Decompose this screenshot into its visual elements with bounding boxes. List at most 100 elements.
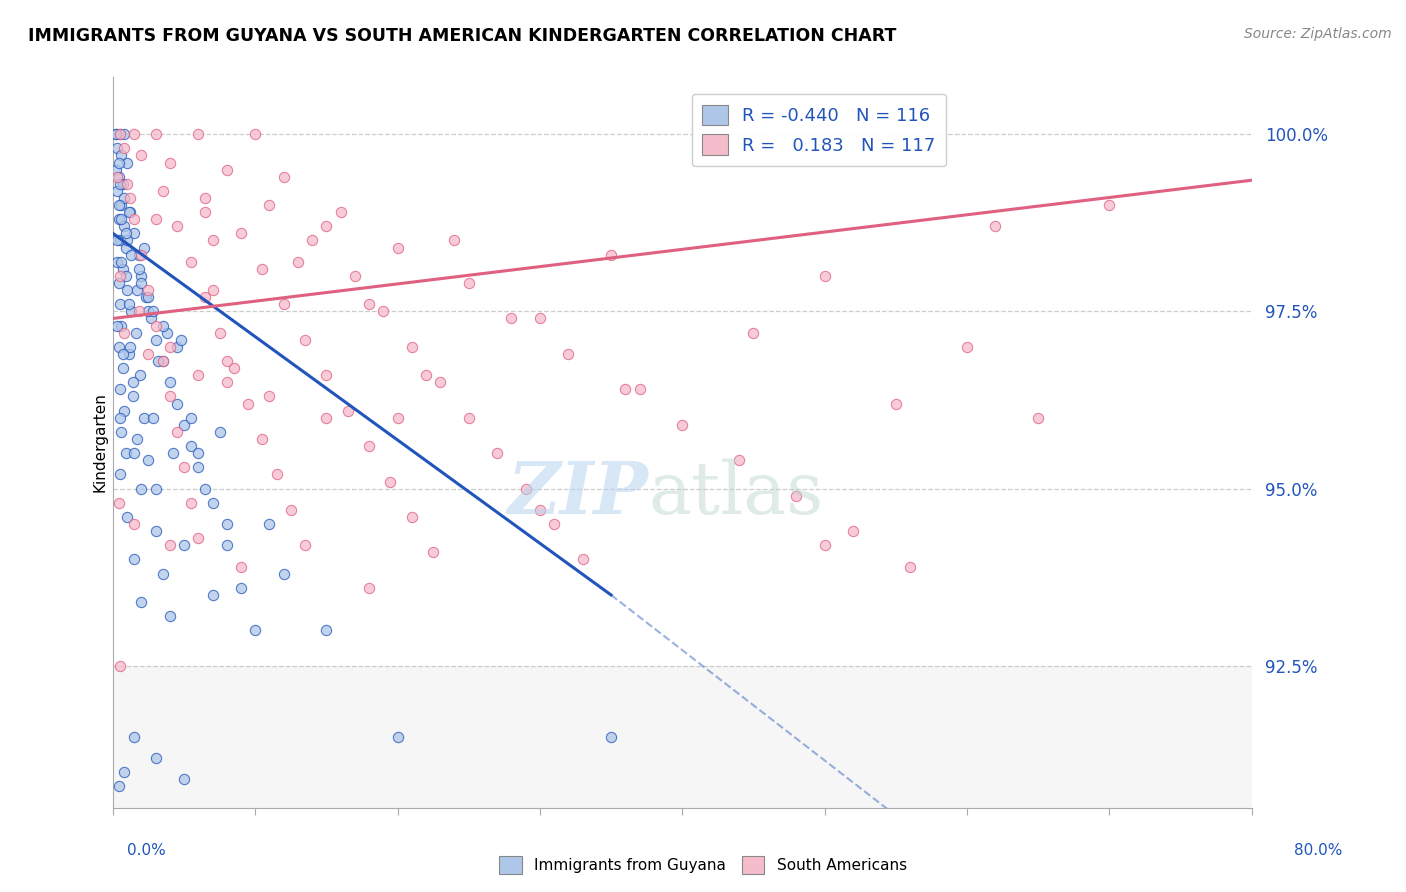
Point <box>387 730 409 744</box>
Point <box>294 538 316 552</box>
Point <box>359 439 381 453</box>
Point <box>122 552 145 566</box>
Point <box>842 524 865 538</box>
Point <box>671 417 693 432</box>
Point <box>187 446 209 460</box>
Point <box>222 361 245 376</box>
Point <box>104 127 127 141</box>
Point <box>145 212 167 227</box>
Point <box>529 311 551 326</box>
Point <box>166 425 188 439</box>
Point <box>108 297 131 311</box>
Point <box>114 241 136 255</box>
Point <box>429 376 451 390</box>
Point <box>194 191 217 205</box>
Point <box>111 361 134 376</box>
Point <box>117 347 139 361</box>
Point <box>112 765 135 780</box>
Point <box>108 177 131 191</box>
Point <box>145 333 167 347</box>
Point <box>457 410 479 425</box>
Point <box>105 234 128 248</box>
Point <box>628 383 651 397</box>
Point <box>742 326 765 340</box>
Point <box>129 368 152 383</box>
Point <box>159 389 181 403</box>
Point <box>152 566 174 581</box>
Point <box>135 290 157 304</box>
Point <box>187 531 209 545</box>
Point <box>134 241 156 255</box>
Point <box>142 410 165 425</box>
Point <box>122 517 145 532</box>
Point <box>104 127 127 141</box>
Point <box>108 383 131 397</box>
Point <box>170 333 193 347</box>
Text: ZIP: ZIP <box>508 458 648 529</box>
Point <box>112 403 135 417</box>
Point <box>112 127 135 141</box>
Point <box>180 410 202 425</box>
Point <box>111 177 134 191</box>
Point <box>105 141 128 155</box>
Point <box>115 155 138 169</box>
Point <box>280 503 302 517</box>
Point <box>115 234 138 248</box>
Point <box>131 482 153 496</box>
Text: IMMIGRANTS FROM GUYANA VS SOUTH AMERICAN KINDERGARTEN CORRELATION CHART: IMMIGRANTS FROM GUYANA VS SOUTH AMERICAN… <box>28 27 897 45</box>
Point <box>359 581 381 595</box>
Point <box>110 198 132 212</box>
Point <box>187 127 209 141</box>
Point <box>600 248 623 262</box>
Point <box>121 376 143 390</box>
Text: 0.0%: 0.0% <box>127 843 166 858</box>
Point <box>315 368 337 383</box>
Bar <box>112 665 1251 807</box>
Point <box>215 376 238 390</box>
Point <box>614 383 637 397</box>
Point <box>110 148 132 162</box>
Point <box>194 482 217 496</box>
Point <box>115 283 138 297</box>
Point <box>128 261 150 276</box>
Point <box>131 148 153 162</box>
Point <box>294 333 316 347</box>
Point <box>112 326 135 340</box>
Point <box>194 205 217 219</box>
Point <box>343 268 366 283</box>
Point <box>152 354 174 368</box>
Point <box>600 730 623 744</box>
Point <box>145 524 167 538</box>
Point <box>138 304 160 318</box>
Point <box>245 624 267 638</box>
Point <box>501 311 523 326</box>
Point <box>114 446 136 460</box>
Point <box>108 658 131 673</box>
Point <box>122 212 145 227</box>
Point <box>108 127 131 141</box>
Point <box>148 354 170 368</box>
Point <box>201 496 224 510</box>
Point <box>122 730 145 744</box>
Point <box>173 538 195 552</box>
Point <box>131 248 153 262</box>
Point <box>118 205 141 219</box>
Point <box>173 460 195 475</box>
Point <box>201 234 224 248</box>
Point <box>159 376 181 390</box>
Point <box>201 588 224 602</box>
Point <box>131 268 153 283</box>
Point <box>215 538 238 552</box>
Point <box>141 311 163 326</box>
Point <box>273 566 295 581</box>
Point <box>138 283 160 297</box>
Point <box>115 177 138 191</box>
Legend: Immigrants from Guyana, South Americans: Immigrants from Guyana, South Americans <box>494 850 912 880</box>
Point <box>159 340 181 354</box>
Point <box>145 751 167 765</box>
Point <box>138 347 160 361</box>
Point <box>156 326 179 340</box>
Point <box>215 517 238 532</box>
Point <box>515 482 537 496</box>
Point <box>128 304 150 318</box>
